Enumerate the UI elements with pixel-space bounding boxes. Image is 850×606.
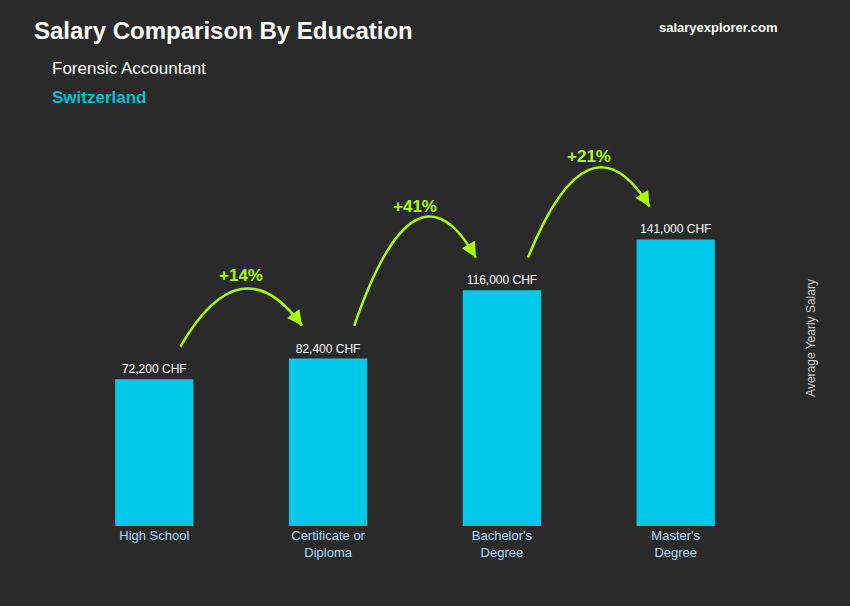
svg-text:Switzerland: Switzerland <box>52 88 146 107</box>
svg-text:72,200 CHF: 72,200 CHF <box>122 362 187 376</box>
svg-text:141,000 CHF: 141,000 CHF <box>640 222 711 236</box>
svg-text:High School: High School <box>119 528 189 543</box>
svg-text:+14%: +14% <box>219 266 263 285</box>
svg-text:+41%: +41% <box>393 197 437 216</box>
svg-text:82,400 CHF: 82,400 CHF <box>296 342 361 356</box>
svg-text:Forensic Accountant: Forensic Accountant <box>52 59 206 78</box>
svg-text:+21%: +21% <box>567 147 611 166</box>
svg-text:Average Yearly Salary: Average Yearly Salary <box>804 279 818 397</box>
svg-text:Bachelor'sDegree: Bachelor'sDegree <box>472 528 533 560</box>
svg-text:salaryexplorer.com: salaryexplorer.com <box>659 20 778 35</box>
svg-text:116,000 CHF: 116,000 CHF <box>467 273 537 287</box>
svg-text:Salary Comparison By Education: Salary Comparison By Education <box>34 17 413 44</box>
svg-text:Master'sDegree: Master'sDegree <box>651 528 700 560</box>
svg-text:Certificate orDiploma: Certificate orDiploma <box>291 528 365 560</box>
